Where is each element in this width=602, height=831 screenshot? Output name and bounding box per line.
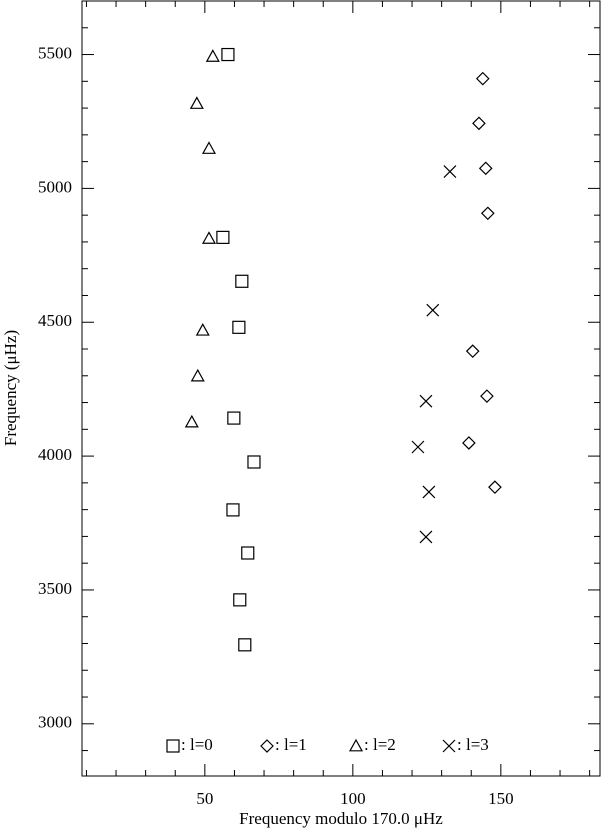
marker-diamond <box>478 161 493 176</box>
marker-square <box>241 546 255 560</box>
marker-square <box>238 638 252 652</box>
marker-triangle <box>190 368 205 382</box>
marker-diamond <box>480 389 494 403</box>
marker-square <box>233 593 247 607</box>
y-axis-label: Frequency (μHz) <box>1 330 20 446</box>
x-axis-label: Frequency modulo 170.0 μHz <box>239 809 443 828</box>
marker-diamond <box>488 480 502 494</box>
y-tick-label: 4500 <box>38 311 72 330</box>
legend-label: : l=3 <box>457 735 489 754</box>
marker-diamond <box>462 436 476 450</box>
marker-square <box>166 739 180 753</box>
marker-diamond <box>260 739 274 753</box>
marker-square <box>216 230 230 244</box>
marker-x <box>411 440 425 454</box>
marker-diamond <box>472 116 486 131</box>
marker-x <box>442 739 456 753</box>
y-tick-label: 5000 <box>38 177 72 196</box>
marker-triangle <box>201 141 217 154</box>
marker-triangle <box>205 49 220 62</box>
marker-diamond <box>480 206 495 221</box>
y-tick-label: 3000 <box>38 713 72 732</box>
plot-frame <box>81 0 601 777</box>
x-tick-label: 150 <box>488 789 514 808</box>
marker-diamond <box>475 71 490 86</box>
marker-diamond <box>465 344 480 359</box>
marker-x <box>419 530 433 544</box>
marker-square <box>232 320 246 334</box>
y-tick-label: 5500 <box>38 43 72 62</box>
marker-x <box>419 394 433 408</box>
marker-triangle <box>184 414 199 428</box>
marker-square <box>221 47 235 62</box>
legend-label: : l=0 <box>181 735 213 754</box>
marker-triangle <box>195 323 210 336</box>
marker-triangle <box>201 231 217 244</box>
legend-label: : l=2 <box>364 735 396 754</box>
marker-square <box>247 455 261 469</box>
marker-x <box>422 485 436 499</box>
marker-x <box>426 303 440 317</box>
y-tick-label: 4000 <box>38 445 72 464</box>
x-tick-label: 100 <box>340 789 366 808</box>
marker-x <box>443 165 457 178</box>
x-tick-label: 50 <box>196 789 213 808</box>
y-tick-label: 3500 <box>38 579 72 598</box>
marker-triangle <box>189 96 204 109</box>
marker-triangle <box>348 738 364 752</box>
legend-label: : l=1 <box>275 735 307 754</box>
marker-square <box>235 274 249 288</box>
marker-square <box>227 411 241 425</box>
marker-square <box>226 503 240 517</box>
